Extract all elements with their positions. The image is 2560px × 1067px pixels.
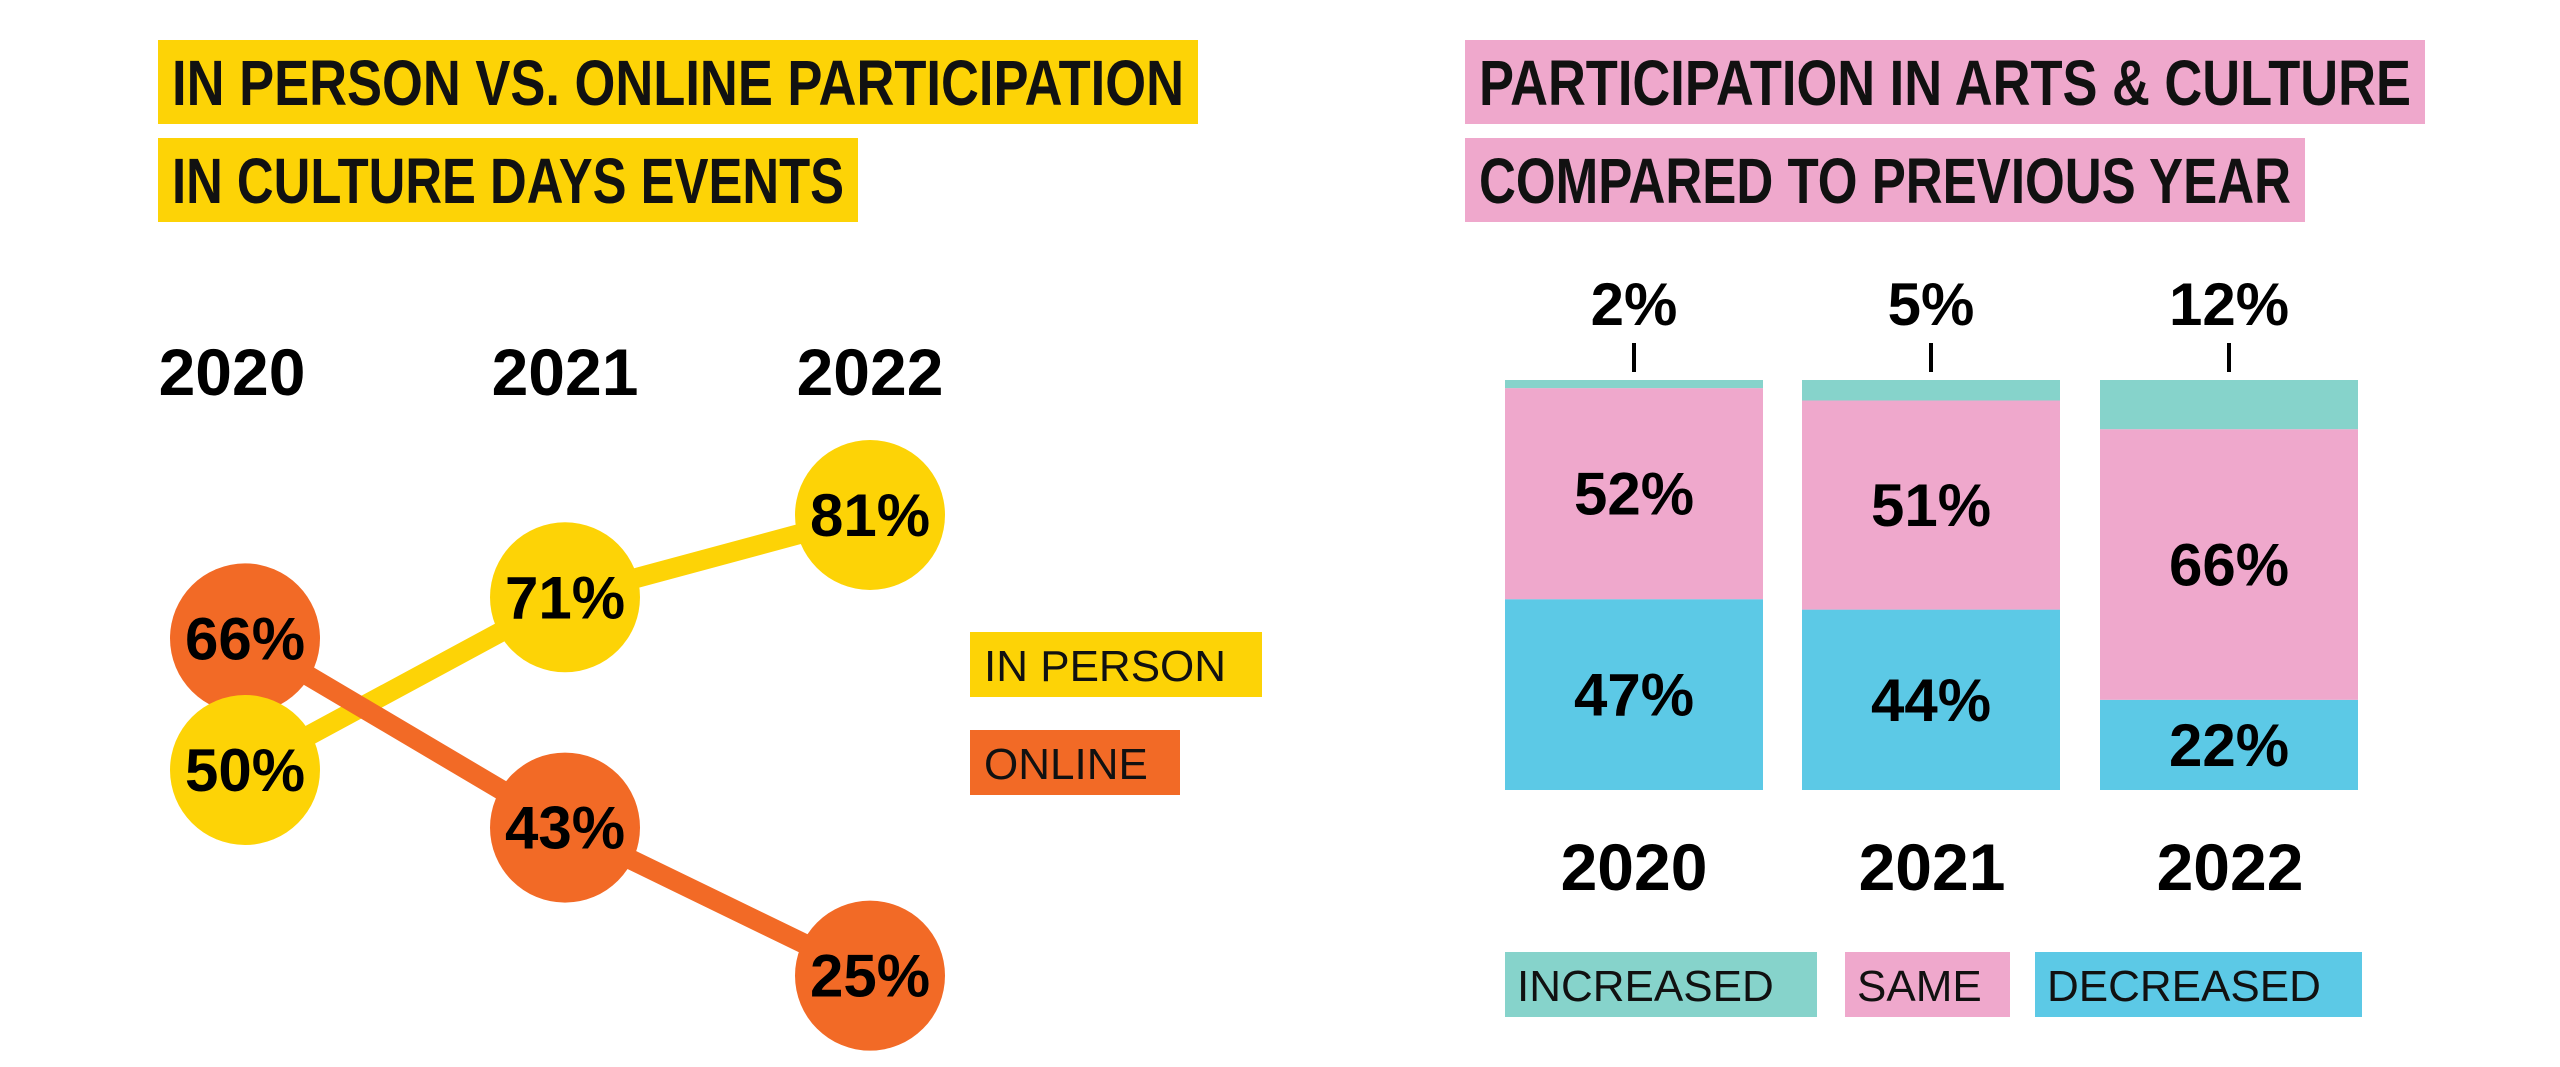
bar-2022-decreased: [2100, 699, 2358, 790]
legend-increased-label: INCREASED: [1517, 962, 1774, 1011]
online-point-2022-circle: [795, 900, 945, 1051]
line-year-label-2022: 2022: [797, 335, 944, 409]
bar-year-label-2022: 2022: [2157, 830, 2304, 904]
online-point-2022-label: 25%: [810, 943, 930, 1010]
in-person-point-2022-label: 81%: [810, 482, 930, 549]
legend-online-label: ONLINE: [984, 740, 1148, 789]
in-person-point-2020-label: 50%: [185, 737, 305, 804]
in-person-point-2022: 81%: [795, 440, 945, 590]
in-person-point-2020-circle: [170, 695, 320, 845]
online-point-2020-circle: [170, 563, 320, 714]
in-person-point-2021: 71%: [490, 522, 640, 673]
in-person-point-2022-circle: [795, 440, 945, 590]
bar-legend: INCREASED SAME DECREASED: [1505, 952, 2362, 1017]
legend-increased-swatch: [1505, 952, 1817, 1017]
legend-in-person-label: IN PERSON: [984, 642, 1226, 691]
legend-decreased-label: DECREASED: [2047, 962, 2321, 1011]
line-year-label-2020: 2020: [159, 335, 306, 409]
in-person-point-2020: 50%: [170, 695, 320, 845]
bar-2022-same: [2100, 429, 2358, 700]
legend-same-swatch: [1845, 952, 2010, 1017]
line-chart: IN PERSON VS. ONLINE PARTICIPATION IN CU…: [158, 40, 1262, 1051]
bar-2021-increased: [1802, 380, 2060, 401]
online-point-2021-circle: [490, 752, 640, 903]
bar-2022-increased-label: 12%: [2169, 271, 2289, 338]
bar-2020-decreased-label: 47%: [1574, 662, 1694, 729]
bar-2020-increased: [1505, 380, 1763, 389]
legend-online-swatch: [970, 730, 1180, 795]
bar-2020: 47% 52% 2%: [1505, 271, 1763, 790]
online-point-2020: 66%: [170, 563, 320, 714]
bar-title-highlight-1: [1465, 40, 2425, 124]
bar-2020-same: [1505, 388, 1763, 600]
legend-decreased-swatch: [2035, 952, 2362, 1017]
bar-2021: 44% 51% 5%: [1802, 271, 2060, 790]
bar-2020-increased-label: 2%: [1591, 271, 1678, 338]
bar-2022-increased: [2100, 380, 2358, 430]
line-year-label-2021: 2021: [492, 335, 639, 409]
bar-title-highlight-2: [1465, 138, 2305, 222]
online-point-2021-label: 43%: [505, 795, 625, 862]
online-point-2022: 25%: [795, 900, 945, 1051]
online-point-2020-label: 66%: [185, 605, 305, 672]
legend-in-person-swatch: [970, 632, 1262, 697]
line-title-highlight-2: [158, 138, 858, 222]
online-point-2021: 43%: [490, 752, 640, 903]
bar-2021-same: [1802, 400, 2060, 610]
bar-2020-decreased: [1505, 599, 1763, 790]
line-chart-title-line-1: IN PERSON VS. ONLINE PARTICIPATION: [172, 47, 1184, 119]
bar-2022-same-label: 66%: [2169, 532, 2289, 599]
stacked-bar-chart: PARTICIPATION IN ARTS & CULTURE COMPARED…: [1465, 40, 2425, 1017]
bar-2021-same-label: 51%: [1871, 472, 1991, 539]
line-title-highlight-1: [158, 40, 1198, 124]
in-person-point-2021-label: 71%: [505, 564, 625, 631]
line-legend: IN PERSON ONLINE: [970, 632, 1262, 795]
bar-chart-title-line-2: COMPARED TO PREVIOUS YEAR: [1479, 145, 2291, 217]
line-chart-title-line-2: IN CULTURE DAYS EVENTS: [172, 145, 844, 217]
in-person-point-2021-circle: [490, 522, 640, 673]
bar-chart-title-line-1: PARTICIPATION IN ARTS & CULTURE: [1479, 47, 2411, 119]
bar-2022-decreased-label: 22%: [2169, 712, 2289, 779]
bar-year-label-2020: 2020: [1561, 830, 1708, 904]
bar-2021-decreased-label: 44%: [1871, 667, 1991, 734]
bar-2020-same-label: 52%: [1574, 461, 1694, 528]
bar-year-label-2021: 2021: [1859, 830, 2006, 904]
legend-same-label: SAME: [1857, 962, 1982, 1011]
bar-2022: 22% 66% 12%: [2100, 271, 2358, 790]
bar-2021-increased-label: 5%: [1888, 271, 1975, 338]
bar-2021-decreased: [1802, 609, 2060, 790]
